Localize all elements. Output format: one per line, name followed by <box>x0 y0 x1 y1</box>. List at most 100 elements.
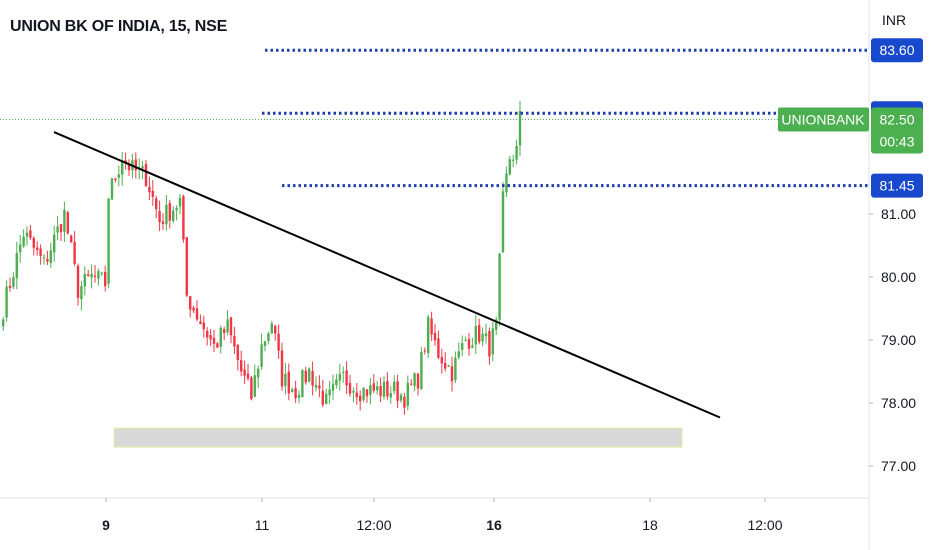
candle <box>467 333 471 356</box>
candle-body <box>110 178 114 200</box>
candle-body <box>260 344 263 367</box>
candle-body <box>318 385 321 389</box>
candle-body <box>66 212 69 234</box>
level-badge-value: 81.45 <box>879 178 914 194</box>
candle-body <box>15 253 18 279</box>
candle <box>114 177 117 183</box>
candle <box>406 375 409 411</box>
candle-body <box>202 322 205 330</box>
candle <box>423 347 426 355</box>
candle <box>110 178 114 200</box>
candle-body <box>80 286 83 300</box>
candle-body <box>338 373 341 381</box>
candle <box>83 266 86 296</box>
candle-body <box>158 211 161 223</box>
candle <box>219 325 222 354</box>
y-tick-label: 80.00 <box>881 269 916 285</box>
candle <box>25 226 29 246</box>
candle <box>481 327 484 347</box>
candle-body <box>440 357 443 364</box>
candle <box>158 200 161 232</box>
candle-body <box>481 333 484 342</box>
candle <box>464 336 467 342</box>
candle <box>236 343 239 371</box>
candle <box>134 152 137 179</box>
candle-body <box>100 272 103 274</box>
candle-body <box>32 238 35 248</box>
level-badge: 83.60 <box>871 38 923 63</box>
last-price-box <box>871 107 923 154</box>
candle-body <box>498 253 501 320</box>
candle-body <box>229 317 233 336</box>
candle-body <box>471 345 474 348</box>
candle-body <box>464 340 467 342</box>
candle-body <box>427 317 430 353</box>
candle <box>29 224 32 240</box>
candle <box>206 327 209 346</box>
candle <box>240 350 243 377</box>
candle <box>416 372 420 396</box>
candle <box>495 316 498 335</box>
candle <box>56 216 59 241</box>
candle <box>515 139 518 165</box>
candle-body <box>49 250 52 264</box>
candle <box>478 318 481 345</box>
candle-body <box>335 379 338 386</box>
candle-body <box>505 173 508 193</box>
candle <box>12 272 15 290</box>
candle <box>287 363 290 401</box>
candle-body <box>151 191 154 197</box>
candle-body <box>63 209 66 232</box>
candle-body <box>372 383 375 391</box>
candle-body <box>19 244 22 253</box>
candle-body <box>253 375 256 397</box>
candle <box>457 342 460 360</box>
candle <box>263 340 267 352</box>
candle-body <box>331 384 335 391</box>
candle-body <box>386 380 389 397</box>
candle-body <box>433 333 437 341</box>
candle-body <box>454 357 457 381</box>
candle-body <box>93 275 97 277</box>
candle <box>165 195 168 231</box>
candle <box>420 346 423 390</box>
candle <box>32 236 35 256</box>
candle-body <box>42 257 46 259</box>
candle <box>107 197 110 289</box>
candle <box>291 387 294 393</box>
candle <box>437 330 440 360</box>
candle-body <box>165 204 168 225</box>
candle-body <box>199 321 202 325</box>
candle <box>63 201 66 242</box>
currency-label: INR <box>882 12 907 28</box>
candles <box>2 100 522 415</box>
candle <box>161 213 165 230</box>
candle <box>144 159 148 187</box>
candle-body <box>29 230 32 238</box>
candle-body <box>195 308 199 320</box>
candle-body <box>423 350 426 352</box>
candle <box>498 252 501 327</box>
candle <box>53 225 56 262</box>
candle-body <box>267 333 270 341</box>
candle-body <box>447 365 450 367</box>
candle <box>178 193 182 215</box>
candle <box>202 315 205 338</box>
candle-body <box>219 327 222 347</box>
candle <box>66 210 69 235</box>
candle-body <box>403 396 406 408</box>
candle <box>270 320 273 334</box>
candle <box>253 364 256 398</box>
trendline <box>53 131 721 419</box>
level-badge-value: 83.60 <box>879 42 914 58</box>
candle <box>355 383 358 405</box>
candle <box>121 152 124 186</box>
candle <box>342 366 345 383</box>
candle-body <box>246 373 250 379</box>
candle-body <box>457 351 460 358</box>
candle-body <box>233 335 236 347</box>
candle-body <box>284 373 287 386</box>
candle <box>182 194 185 243</box>
candle-body <box>155 198 158 210</box>
